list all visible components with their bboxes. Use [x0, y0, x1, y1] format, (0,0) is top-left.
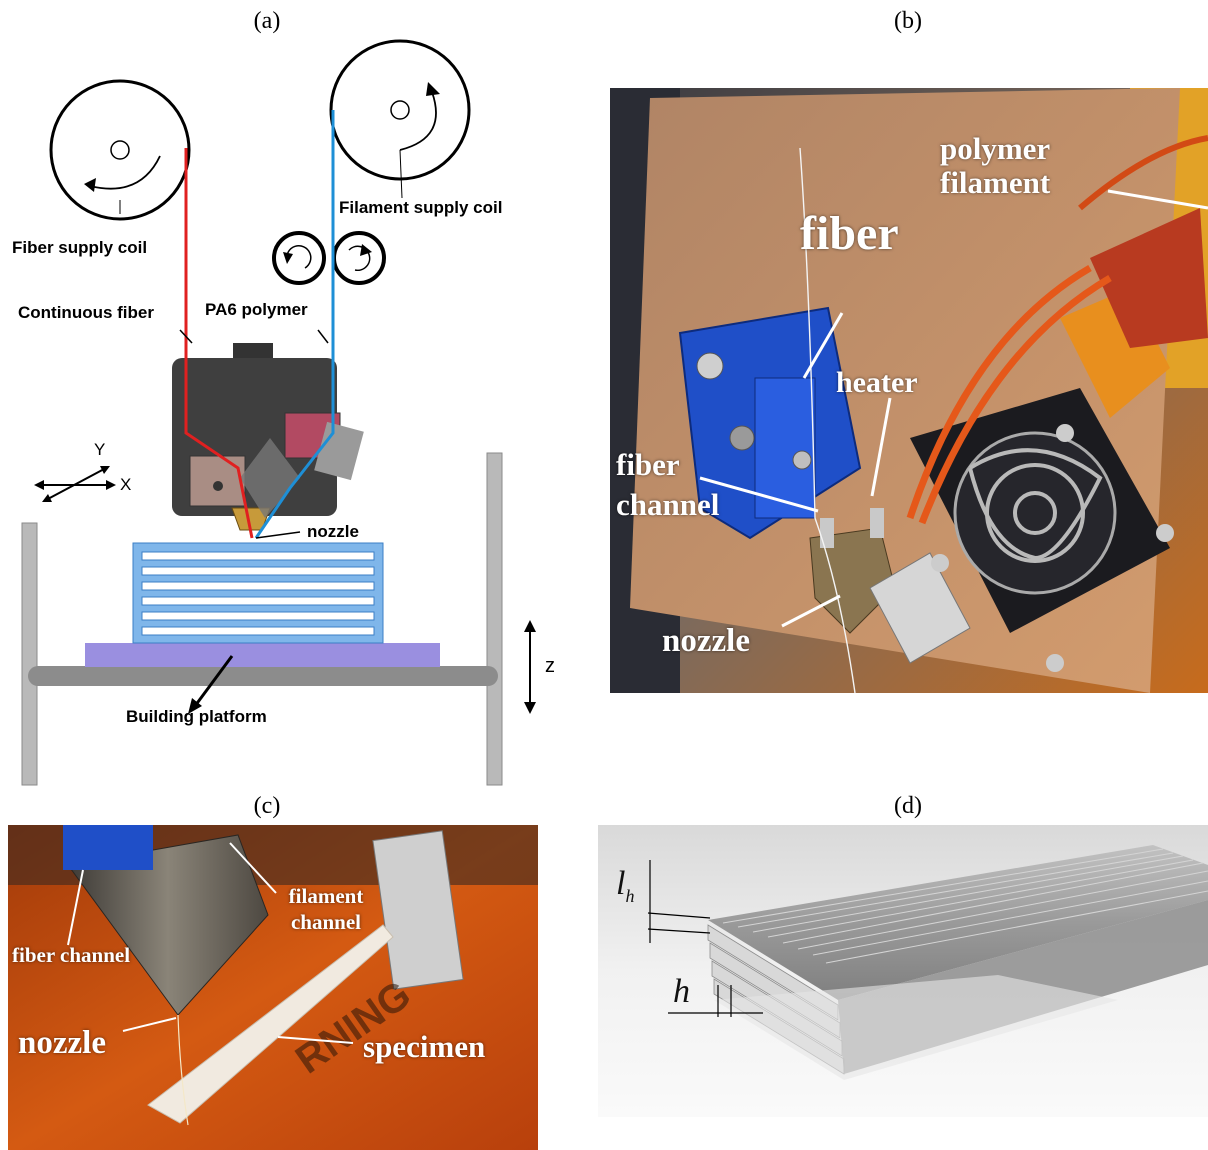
panel-b-label: (b) [894, 8, 922, 34]
lh-sub: h [625, 885, 635, 906]
panel-d-render: lh h [598, 825, 1208, 1117]
lh-main: l [616, 865, 626, 902]
xy-axes-icon [34, 466, 116, 502]
panel-d-label: (d) [894, 793, 922, 819]
specimen-label: specimen [363, 1029, 486, 1064]
panel-c-photo: RNING fiber channel filament channel noz… [8, 825, 538, 1150]
printed-layers [132, 542, 384, 644]
panel-c-label: (c) [253, 793, 281, 819]
polymer-filament-label: polymer filament [940, 131, 1051, 200]
axis-z-label: z [545, 655, 555, 677]
fiber-supply-coil-label: Fiber supply coil [12, 238, 148, 257]
filament-supply-coil-label: Filament supply coil [339, 198, 503, 217]
cooling-fan-icon [910, 388, 1174, 672]
panel-b-photo: polymer filament fiber heater fiber chan… [610, 88, 1208, 693]
nozzle-label-b: nozzle [662, 623, 750, 659]
filament-channel-label: filament channel [288, 884, 364, 934]
filament-supply-coil-icon [329, 39, 471, 199]
heater-label: heater [836, 366, 918, 399]
fiber-channel-label-c: fiber channel [12, 943, 131, 967]
axis-x-label: X [120, 475, 132, 494]
axis-y-label: Y [94, 440, 106, 459]
dimension-markers [647, 860, 763, 1017]
printing-photo: RNING [8, 825, 538, 1150]
fiber-bundle-render [598, 825, 1208, 1117]
fiber-label: fiber [800, 207, 899, 260]
pa6-polymer-label: PA6 polymer [205, 300, 308, 319]
lh-label: lh [616, 865, 634, 907]
continuous-fiber-label: Continuous fiber [18, 303, 154, 322]
panel-a-label: (a) [253, 8, 281, 34]
z-axis-icon [524, 620, 536, 714]
fiber-channel-label-b: fiber channel [616, 447, 720, 522]
h-label: h [673, 973, 690, 1010]
panel-a-schematic: Fiber supply coil Filament supply coil C… [0, 38, 600, 788]
print-head [172, 343, 364, 531]
building-platform-label: Building platform [126, 707, 267, 726]
nozzle-label-a: nozzle [307, 522, 359, 541]
feed-rollers-icon [272, 231, 386, 285]
printer-schematic [21, 39, 536, 786]
fiber-supply-coil-icon [49, 79, 191, 221]
printhead-photo [610, 88, 1208, 693]
nozzle-label-c: nozzle [18, 1025, 106, 1061]
